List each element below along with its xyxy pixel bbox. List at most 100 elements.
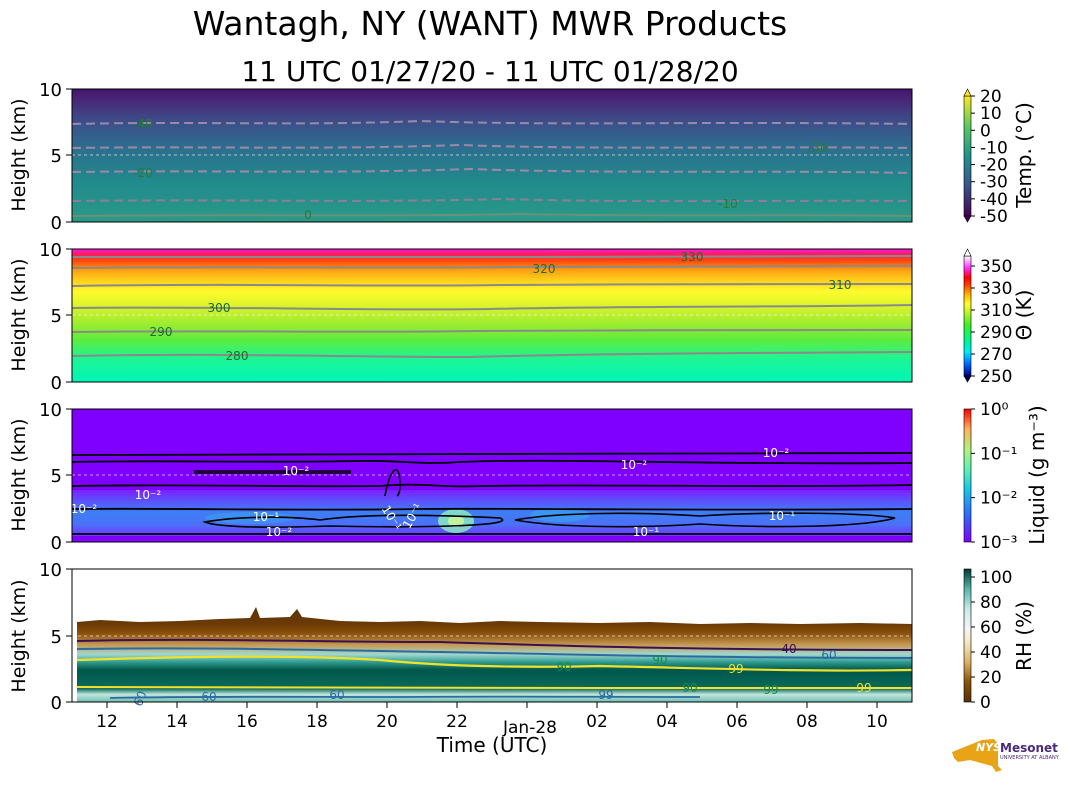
colorbar-tick-label: 330: [980, 279, 1012, 299]
liquid-contour-label: 10⁻²: [71, 502, 98, 516]
liquid-contour-label: 10⁻²: [283, 464, 310, 478]
colorbar-theta-extend-bottom: [963, 375, 972, 383]
colorbar-rh-gradient: [963, 568, 972, 703]
xtick-label: 18: [306, 712, 328, 732]
liquid-contour-label: 10⁻¹: [633, 525, 660, 539]
rh-contour: [76, 638, 913, 651]
xtick-label: 10: [866, 712, 888, 732]
panel-rh: 40 60 90 90 99 99 90 99 99 60 60 60: [71, 568, 913, 708]
ytick-label: 5: [51, 306, 62, 327]
theta-contour: [71, 255, 913, 259]
colorbar-liquid-gradient: [963, 408, 972, 543]
ytick-label: 0: [51, 213, 62, 234]
liquid-contour-label: 10⁻¹: [253, 510, 280, 524]
panel-theta-yaxis: 0 5 10 Height (km): [8, 240, 72, 394]
colorbar-tick-label: -20: [980, 156, 1008, 176]
nys-mesonet-logo: [952, 739, 1002, 772]
theta-contour-label: 300: [208, 301, 231, 315]
panel-temperature-yaxis: 0 5 10 Height (km): [8, 80, 72, 234]
theta-contour-label: 320: [533, 262, 556, 276]
colorbar-tick-label: 310: [980, 301, 1012, 321]
colorbar-liquid-label: Liquid (g m⁻³): [1025, 405, 1049, 544]
theta-field: [72, 249, 912, 382]
rh-contour-label: 99: [598, 688, 613, 702]
theta-contour: [71, 304, 913, 311]
temp-contour-label: -10: [718, 197, 738, 211]
temp-field: [72, 89, 912, 222]
xtick-label: 08: [796, 712, 818, 732]
panel-liquid-yaxis: 0 5 10 Height (km): [8, 400, 72, 554]
colorbar-tick-label: 290: [980, 323, 1012, 343]
ytick-label: 5: [51, 627, 62, 648]
xtick-label: 06: [726, 712, 748, 732]
colorbar-tick-label: 270: [980, 345, 1012, 365]
temp-contour: [71, 167, 913, 174]
colorbar-tick-label: 10⁻³: [980, 533, 1017, 553]
colorbar-theta-label: Θ (K): [1012, 290, 1036, 341]
colorbar-tick-label: 10: [980, 104, 1002, 124]
colorbar-theta-gradient: [963, 255, 972, 377]
logo-nys-text: NYS: [976, 741, 1002, 754]
rh-contour-label: 90: [652, 653, 667, 667]
xtick-label: 22: [446, 712, 468, 732]
colorbar-tick-label: 350: [980, 257, 1012, 277]
xtick-label: 12: [96, 712, 118, 732]
rh-contour-label: 60: [329, 688, 344, 702]
xtick-label: 02: [586, 712, 608, 732]
xtick-label: 20: [376, 712, 398, 732]
ytick-label: 10: [39, 240, 62, 261]
chart-title: Wantagh, NY (WANT) MWR Products: [192, 4, 788, 43]
theta-contour-label: 330: [681, 250, 704, 264]
liquid-contour-label: 10⁻¹: [769, 509, 796, 523]
liquid-contour: [194, 470, 351, 474]
xtick-label: 14: [166, 712, 188, 732]
rh-contour-label: 40: [781, 642, 796, 656]
colorbar-tick-label: 0: [980, 121, 991, 141]
rh-contour: [76, 685, 912, 690]
colorbar-temp-extend-top: [963, 88, 972, 97]
colorbar-tick-label: 250: [980, 367, 1012, 387]
temp-contour-label: 0: [304, 208, 312, 222]
liquid-contour: [71, 459, 913, 465]
liquid-contour: [202, 514, 504, 528]
colorbar-liquid: 10⁰ 10⁻¹ 10⁻² 10⁻³ Liquid (g m⁻³): [963, 400, 1049, 553]
theta-contour-label: 290: [150, 325, 173, 339]
colorbar-tick-label: -30: [980, 173, 1008, 193]
rh-contour-label: 60: [131, 689, 149, 708]
colorbar-theta-extend-top: [963, 248, 972, 257]
logo-university-text: UNIVERSITY AT ALBANY: [1000, 755, 1059, 761]
x-axis: 12 14 16 18 20 22 02 04 06 08 10 Jan-28 Time (UTC): [96, 702, 888, 757]
panel-liquid: 10⁻² 10⁻² 10⁻² 10⁻² 10⁻² 10⁻¹ 10⁻² 10⁻¹ …: [71, 408, 913, 543]
rh-field: [77, 607, 912, 702]
liquid-contour: [514, 512, 896, 528]
colorbar-tick-label: 20: [980, 668, 1002, 688]
ytick-label: 10: [39, 80, 62, 101]
xtick-label: 04: [656, 712, 678, 732]
liquid-contour: [71, 483, 913, 488]
colorbar-tick-label: 10⁻²: [980, 489, 1017, 509]
theta-contour: [71, 283, 913, 287]
liquid-contour-label: 10⁻²: [621, 458, 648, 472]
colorbar-tick-label: 10⁰: [980, 400, 1009, 420]
rh-contour-label: 99: [856, 681, 871, 695]
ytick-label: 0: [51, 693, 62, 714]
theta-contour: [71, 351, 913, 359]
x-axis-label: Time (UTC): [436, 733, 548, 757]
ytick-label: 10: [39, 560, 62, 581]
xtick-label: 16: [236, 712, 258, 732]
temp-contour-label: -20: [133, 166, 153, 180]
colorbar-tick-label: 60: [980, 618, 1002, 638]
liquid-contour: [384, 469, 401, 497]
ylabel: Height (km): [8, 258, 30, 371]
colorbar-temp-label: Temp. (°C): [1012, 102, 1036, 209]
liquid-contour: [71, 507, 913, 511]
liquid-contour: [71, 452, 913, 456]
theta-contour-label: 280: [226, 349, 249, 363]
colorbar-temp-extend-bottom: [963, 215, 972, 223]
liquid-contour-label: 10⁻²: [763, 446, 790, 460]
ytick-label: 10: [39, 400, 62, 421]
rh-contour: [76, 647, 913, 659]
temp-contour: [71, 197, 913, 203]
